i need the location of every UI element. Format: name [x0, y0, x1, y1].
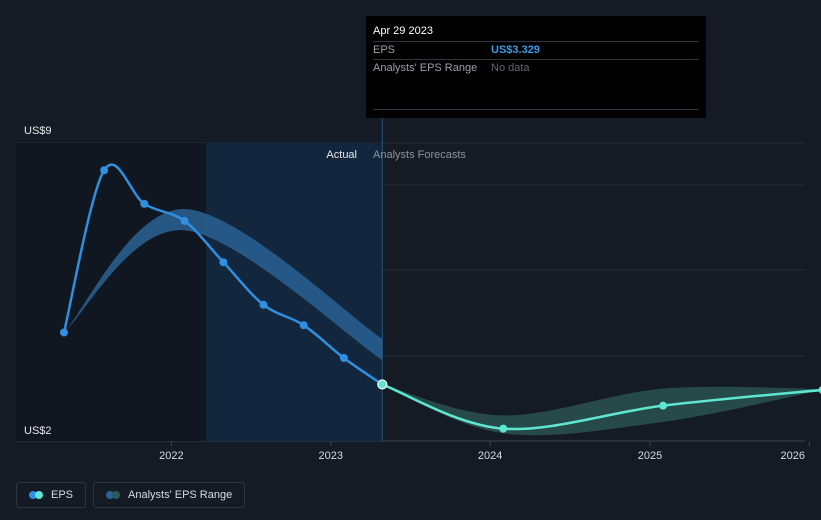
actual-region-label: Actual [326, 149, 357, 161]
tooltip-eps-value: US$3.329 [491, 44, 540, 56]
tooltip-range-value: No data [491, 62, 530, 74]
tooltip-range-row: Analysts' EPS Range No data [373, 60, 699, 77]
forecast-region-label: Analysts Forecasts [373, 149, 466, 161]
eps-actual-point [219, 258, 228, 267]
eps-actual-point [339, 353, 348, 362]
y-axis-top-label: US$9 [24, 125, 52, 137]
x-tick-label-2024: 2024 [478, 450, 502, 462]
past-shade [16, 143, 206, 441]
eps-swatch-icon [29, 491, 43, 499]
eps-actual-point [140, 199, 149, 208]
eps-actual-point [59, 328, 68, 337]
tooltip-range-label: Analysts' EPS Range [373, 62, 478, 74]
x-tick-label-2023: 2023 [319, 450, 343, 462]
analyst-range-forecast-band [382, 384, 821, 436]
chart-legend: EPS Analysts' EPS Range [16, 482, 246, 508]
x-tick-label-2026: 2026 [781, 450, 805, 462]
y-axis-bottom-label: US$2 [24, 425, 52, 437]
x-tick-label-2022: 2022 [159, 450, 183, 462]
eps-forecast-point [659, 401, 668, 410]
eps-actual-point [299, 321, 308, 330]
eps-actual-point [259, 300, 268, 309]
eps-actual-point [100, 166, 109, 175]
eps-actual-point [180, 216, 189, 225]
tooltip-eps-label: EPS [373, 44, 396, 56]
legend-eps-label: EPS [51, 489, 74, 501]
analyst-range-history-band [63, 208, 383, 361]
eps-cursor-point [377, 379, 388, 390]
eps-forecast-line [381, 383, 821, 431]
legend-eps-button[interactable]: EPS [16, 482, 87, 508]
x-tick-label-2025: 2025 [638, 450, 662, 462]
hover-tooltip: Apr 29 2023 EPS US$3.329 Analysts' EPS R… [366, 16, 706, 118]
eps-forecast-point [499, 424, 508, 433]
actual-region-highlight [206, 143, 383, 441]
range-swatch-icon [106, 491, 121, 499]
tooltip-eps-row: EPS US$3.329 [373, 42, 699, 60]
eps-forecast-point [818, 386, 821, 394]
legend-range-label: Analysts' EPS Range [128, 489, 233, 501]
tooltip-date: Apr 29 2023 [373, 24, 699, 42]
legend-range-button[interactable]: Analysts' EPS Range [93, 482, 246, 508]
tooltip-divider [373, 109, 699, 110]
